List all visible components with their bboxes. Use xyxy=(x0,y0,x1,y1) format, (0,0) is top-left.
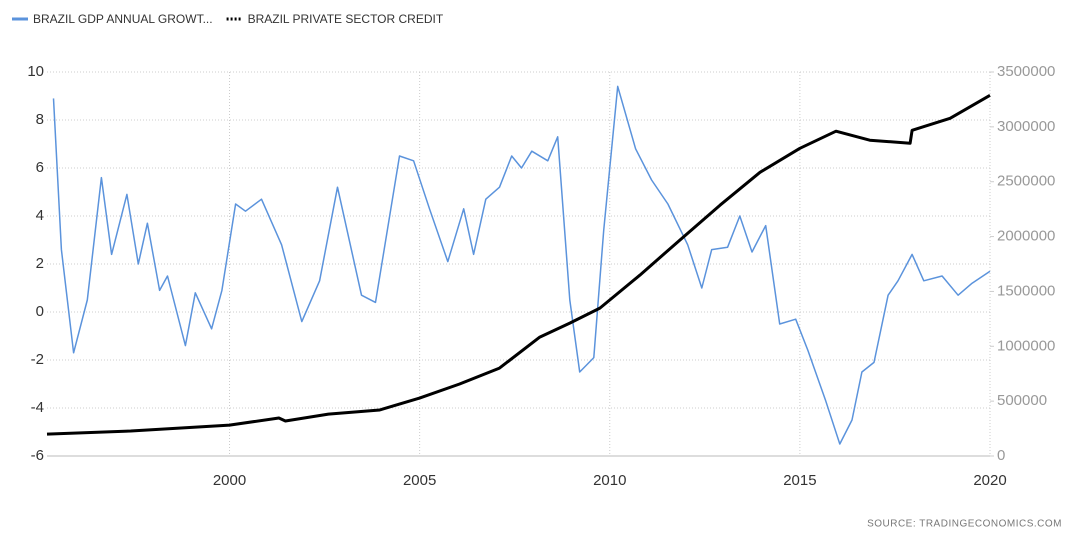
x-tick-label: 2000 xyxy=(213,472,246,489)
x-tick-label: 2005 xyxy=(403,472,436,489)
y-tick-label: -2 xyxy=(31,351,44,368)
y2-tick-label: 1500000 xyxy=(997,282,1055,299)
y-tick-label: 6 xyxy=(36,159,44,176)
y-tick-label: 2 xyxy=(36,255,44,272)
y-tick-label: 8 xyxy=(36,111,44,128)
y-tick-label: 0 xyxy=(36,303,44,320)
y2-tick-label: 2500000 xyxy=(997,173,1055,190)
y-tick-label: 10 xyxy=(27,63,44,80)
x-tick-label: 2010 xyxy=(593,472,626,489)
x-tick-label: 2020 xyxy=(973,472,1006,489)
legend-label: BRAZIL GDP ANNUAL GROWT... xyxy=(33,12,213,26)
y-tick-label: 4 xyxy=(36,207,44,224)
y-tick-label: -6 xyxy=(31,447,44,464)
y2-tick-label: 1000000 xyxy=(997,337,1055,354)
source: SOURCE: TRADINGECONOMICS.COM xyxy=(867,519,1062,530)
y2-tick-label: 0 xyxy=(997,447,1005,464)
legend-label: BRAZIL PRIVATE SECTOR CREDIT xyxy=(248,12,444,26)
series-line xyxy=(52,85,991,445)
y2-tick-label: 500000 xyxy=(997,392,1047,409)
y2-tick-label: 3000000 xyxy=(997,118,1055,135)
y2-tick-label: 3500000 xyxy=(997,63,1055,80)
y-tick-label: -4 xyxy=(31,399,44,416)
y2-tick-label: 2000000 xyxy=(997,228,1055,245)
x-tick-label: 2015 xyxy=(783,472,816,489)
series-line xyxy=(46,94,991,436)
